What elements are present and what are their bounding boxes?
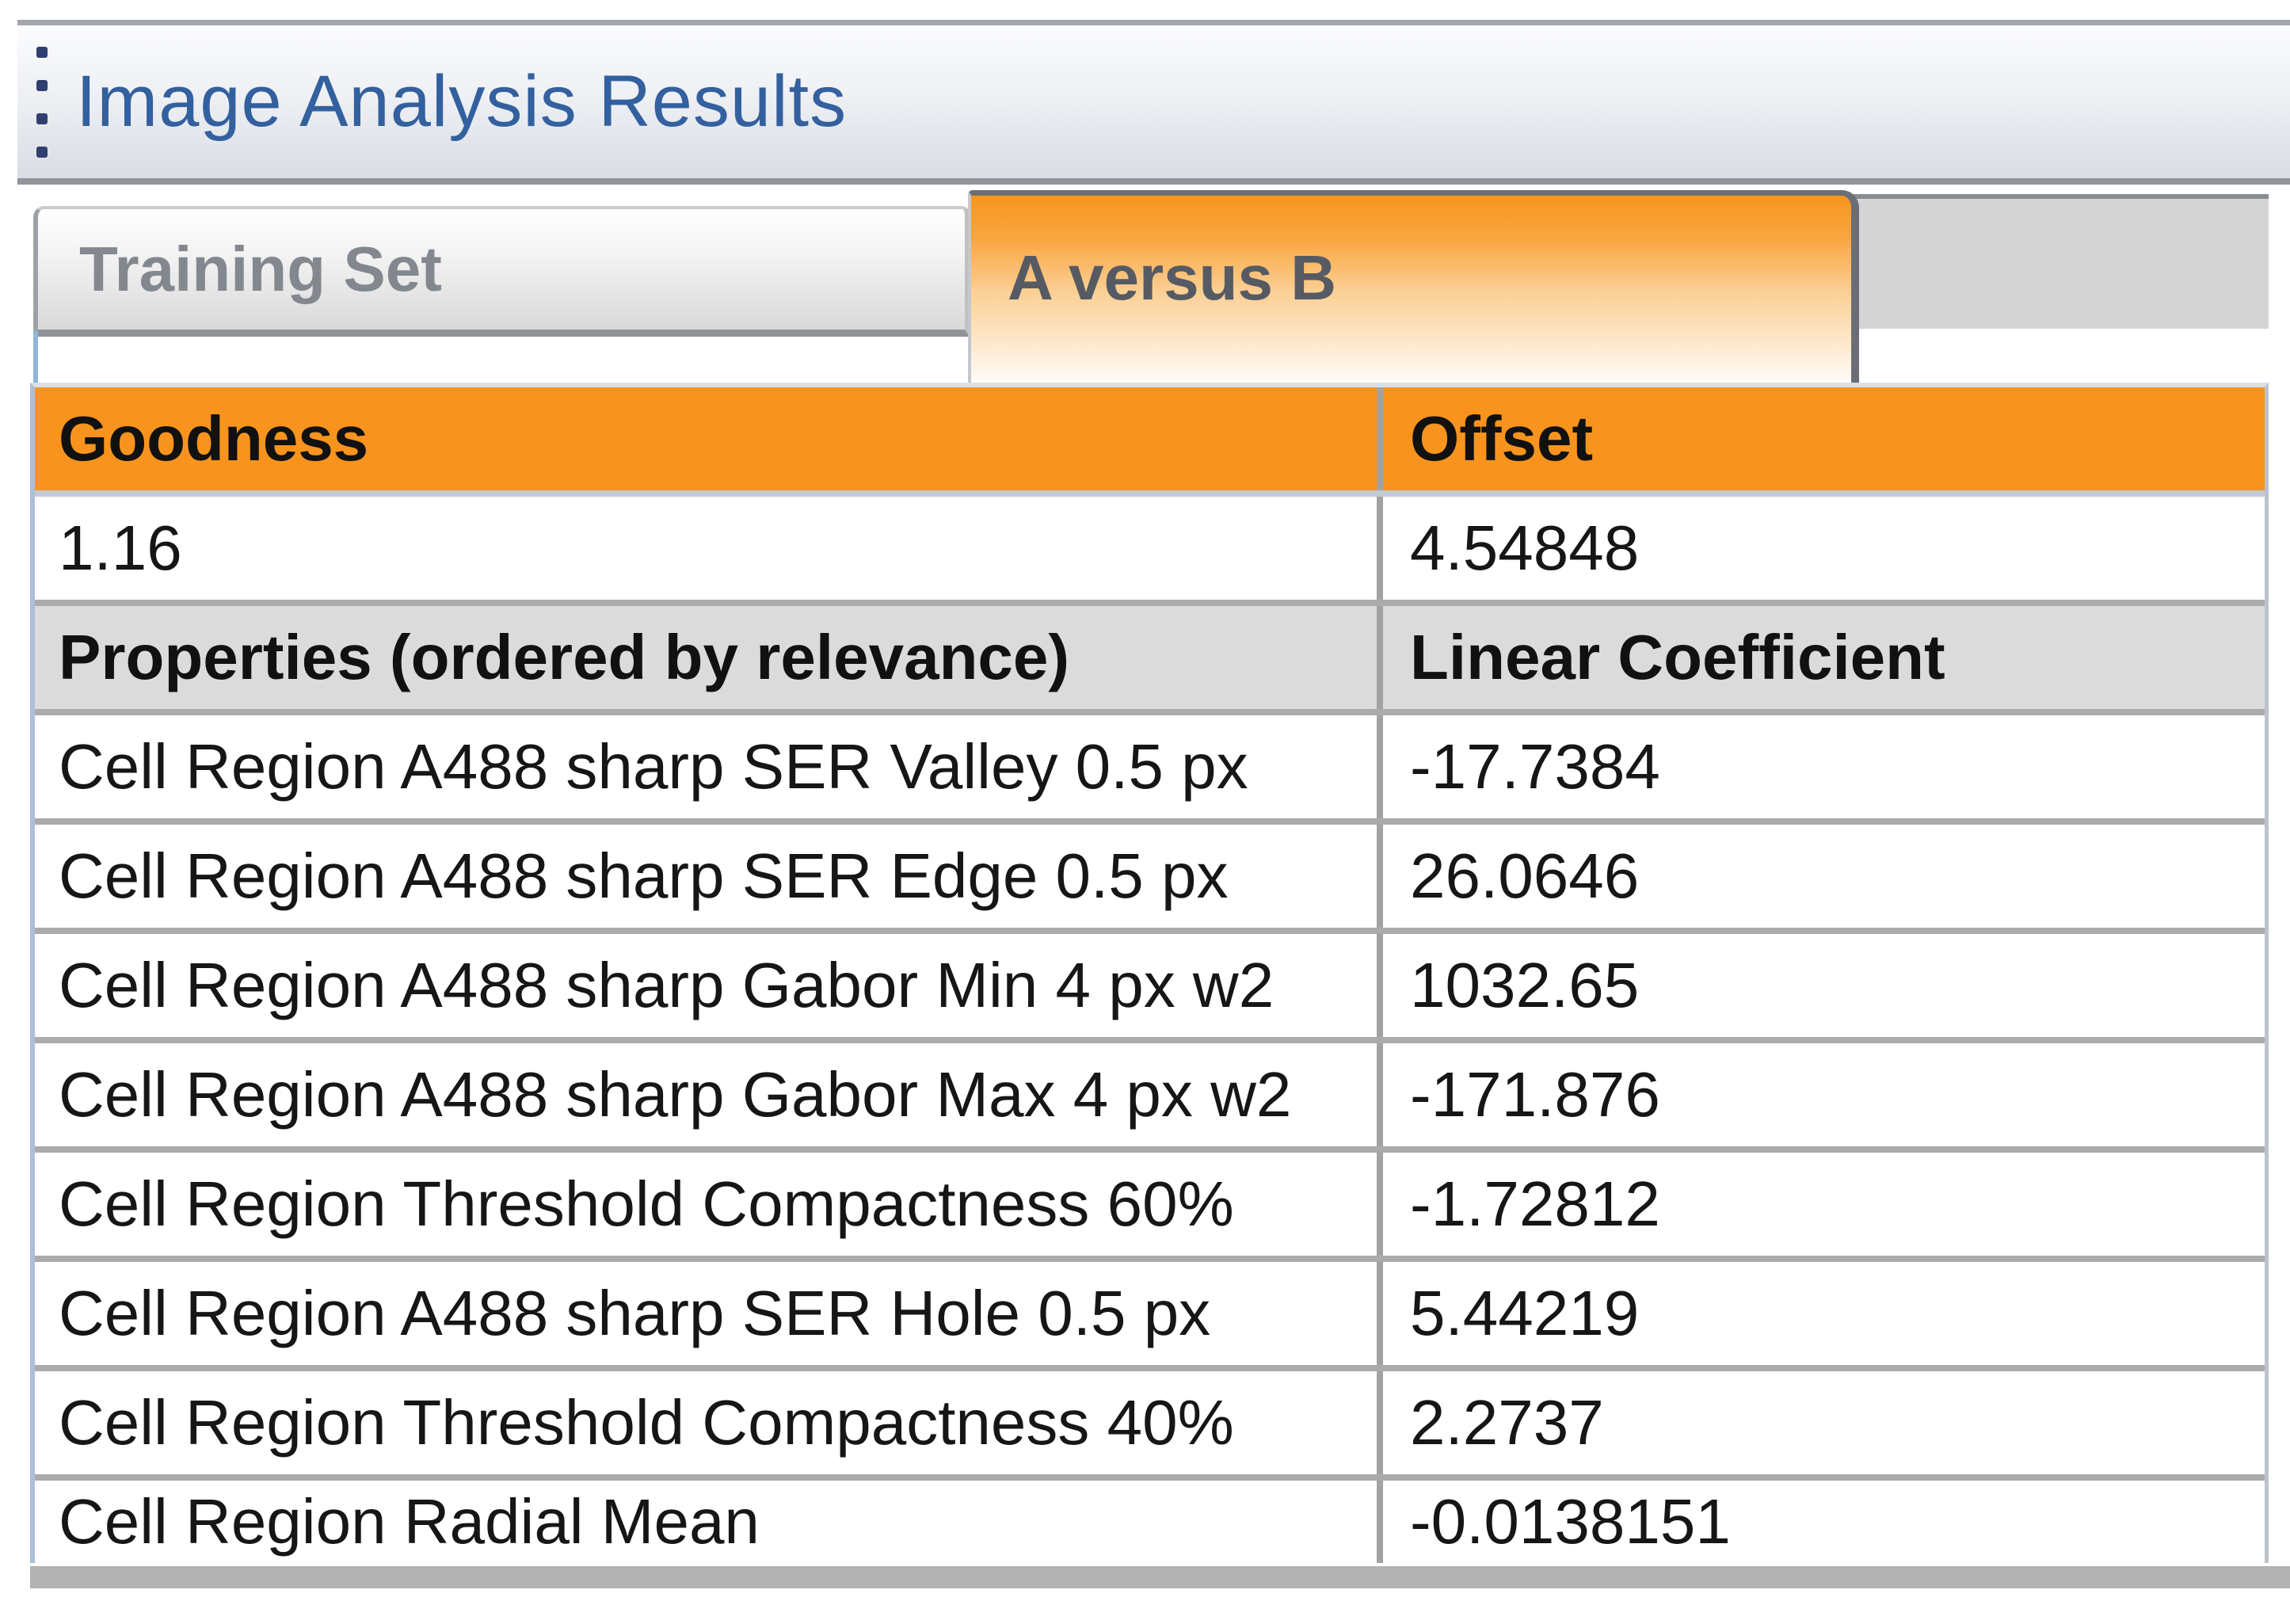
coefficient-cell: 1032.65 <box>1410 950 1640 1020</box>
property-cell: Cell Region A488 sharp Gabor Min 4 px w2 <box>35 934 1383 1037</box>
tab-label: A versus B <box>1008 242 1336 313</box>
table-row: Cell Region A488 sharp SER Edge 0.5 px 2… <box>35 818 2265 928</box>
grip-handle-icon[interactable] <box>36 46 48 158</box>
panel-titlebar: Image Analysis Results <box>17 20 2290 185</box>
offset-value-cell: 4.54848 <box>1410 513 1640 583</box>
tab-training-set[interactable]: Training Set <box>33 206 970 337</box>
property-cell: Cell Region Threshold Compactness 40% <box>35 1371 1383 1474</box>
coefficient-cell: 2.2737 <box>1410 1387 1604 1458</box>
table-header-row: Goodness Offset <box>35 387 2265 490</box>
table-row: Cell Region Threshold Compactness 40% 2.… <box>35 1365 2265 1474</box>
table-row: Cell Region Radial Mean -0.0138151 <box>35 1474 2265 1563</box>
results-table: Goodness Offset 1.16 4.54848 Properties … <box>30 383 2269 1563</box>
property-cell: Cell Region A488 sharp SER Valley 0.5 px <box>35 715 1383 818</box>
goodness-header-cell: Goodness <box>35 387 1383 490</box>
coefficient-cell: -171.876 <box>1410 1059 1660 1130</box>
property-cell: Cell Region A488 sharp Gabor Max 4 px w2 <box>35 1043 1383 1146</box>
table-row: Cell Region A488 sharp Gabor Max 4 px w2… <box>35 1037 2265 1146</box>
property-cell: Cell Region Threshold Compactness 60% <box>35 1153 1383 1256</box>
coefficient-cell: 26.0646 <box>1410 841 1640 911</box>
summary-value-row: 1.16 4.54848 <box>35 490 2265 600</box>
property-cell: Cell Region A488 sharp SER Hole 0.5 px <box>35 1262 1383 1365</box>
tabstrip-filler <box>1825 194 2269 329</box>
tabpage-left-border <box>33 331 38 383</box>
coefficient-header-cell: Linear Coefficient <box>1410 622 1945 692</box>
panel-title: Image Analysis Results <box>76 61 848 142</box>
property-cell: Cell Region A488 sharp SER Edge 0.5 px <box>35 825 1383 928</box>
tab-label: Training Set <box>79 234 442 304</box>
table-row: Cell Region A488 sharp Gabor Min 4 px w2… <box>35 928 2265 1037</box>
table-row: Cell Region Threshold Compactness 60% -1… <box>35 1146 2265 1256</box>
properties-header-cell: Properties (ordered by relevance) <box>35 606 1383 709</box>
properties-header-row: Properties (ordered by relevance) Linear… <box>35 600 2265 709</box>
coefficient-cell: -0.0138151 <box>1410 1486 1731 1557</box>
coefficient-cell: 5.44219 <box>1410 1278 1640 1348</box>
table-row: Cell Region A488 sharp SER Hole 0.5 px 5… <box>35 1256 2265 1365</box>
property-cell: Cell Region Radial Mean <box>35 1481 1383 1563</box>
horizontal-scrollbar[interactable] <box>30 1566 2290 1588</box>
table-row: Cell Region A488 sharp SER Valley 0.5 px… <box>35 709 2265 818</box>
coefficient-cell: -17.7384 <box>1410 731 1660 802</box>
goodness-value-cell: 1.16 <box>35 497 1383 600</box>
coefficient-cell: -1.72812 <box>1410 1168 1660 1239</box>
offset-header-cell: Offset <box>1410 403 1594 474</box>
